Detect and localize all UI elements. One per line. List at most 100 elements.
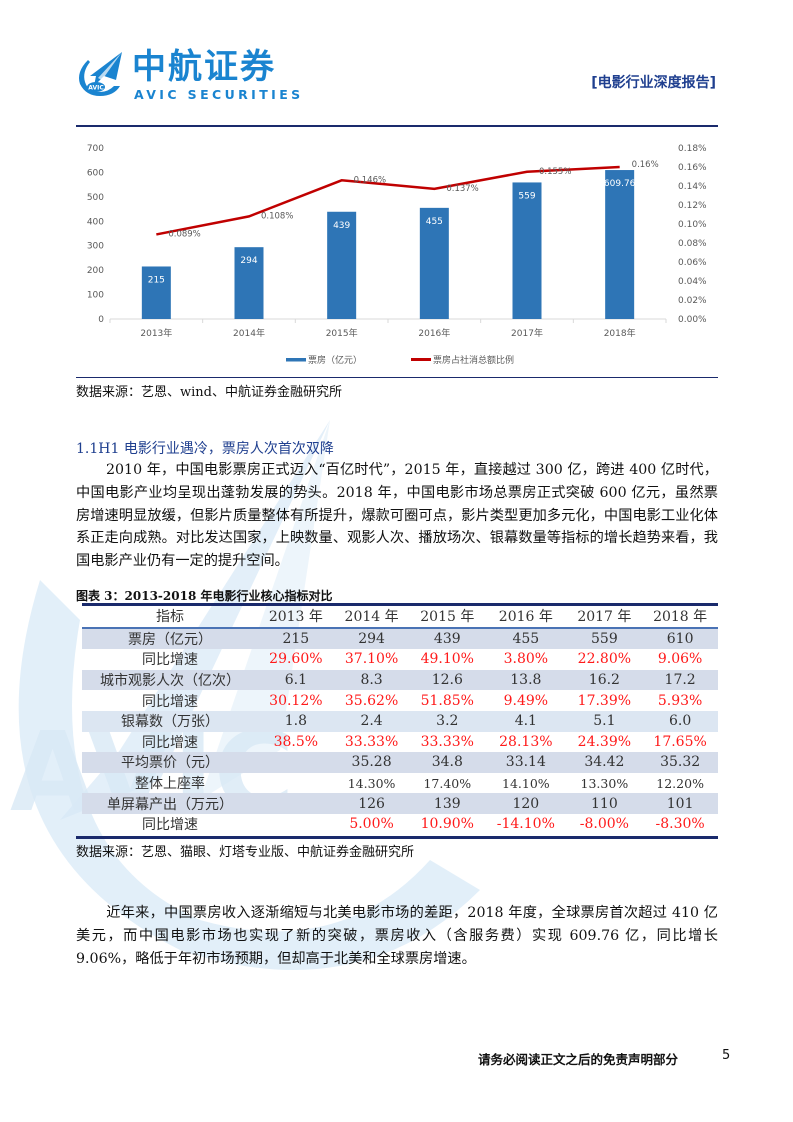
right-axis-tick: 0.18% bbox=[678, 144, 707, 154]
table-header-cell: 2018 年 bbox=[642, 606, 718, 629]
row-label: 单屏幕产出（万元） bbox=[82, 793, 258, 814]
section-paragraph: 2010 年，中国电影票房正式迈入“百亿时代”，2015 年，直接越过 300 … bbox=[76, 462, 718, 570]
table-bottom-divider bbox=[76, 836, 718, 839]
x-axis-tick: 2013年 bbox=[140, 327, 172, 339]
table-caption: 图表 3：2013-2018 年电影行业核心指标对比 bbox=[76, 589, 333, 603]
table-row: 票房（亿元） 215 294 439 455 559 610 bbox=[82, 627, 718, 650]
table-cell: 2.4 bbox=[333, 710, 410, 732]
table-cell: 455 bbox=[485, 627, 567, 650]
table-cell: 110 bbox=[566, 793, 643, 814]
table-header-cell: 2016 年 bbox=[485, 606, 567, 629]
table-cell: 29.60% bbox=[269, 651, 323, 668]
header-divider bbox=[76, 125, 718, 127]
avic-logo-icon: AVIC bbox=[79, 52, 122, 96]
table-cell: 34.8 bbox=[409, 752, 486, 773]
row-label: 银幕数（万张） bbox=[82, 710, 258, 732]
row-label: 同比增速 bbox=[142, 817, 198, 834]
table-cell: 215 bbox=[258, 627, 334, 650]
line-value-label: 0.16% bbox=[632, 160, 659, 170]
table-cell: 12.20% bbox=[656, 775, 704, 791]
table-header-cell: 2014 年 bbox=[333, 606, 410, 629]
left-axis-tick: 600 bbox=[87, 168, 104, 178]
table-header-row: 指标 2013 年 2014 年 2015 年 2016 年 2017 年 20… bbox=[82, 606, 718, 629]
line-value-label: 0.146% bbox=[354, 175, 386, 185]
svg-text:AVIC: AVIC bbox=[88, 85, 104, 92]
page-number: 5 bbox=[722, 1048, 731, 1063]
right-axis-tick: 0.10% bbox=[678, 220, 707, 230]
box-office-chart: 0 100 200 300 400 500 600 700 0.00% 0.02% 0.04% 0.0… bbox=[76, 140, 718, 375]
bar bbox=[512, 182, 542, 319]
right-axis-tick: 0.12% bbox=[678, 201, 707, 211]
bar-value-label: 455 bbox=[426, 217, 443, 227]
bar-value-label: 439 bbox=[333, 221, 350, 231]
table-cell bbox=[258, 793, 334, 814]
bar bbox=[327, 211, 357, 319]
left-axis-tick: 0 bbox=[98, 315, 104, 325]
closing-paragraph: 近年来，中国票房收入逐渐缩短与北美电影市场的差距，2018 年度，全球票房首次超… bbox=[76, 905, 718, 967]
row-label: 票房（亿元） bbox=[82, 627, 258, 650]
table-row: 整体上座率 14.30% 17.40% 14.10% 13.30% 12.20% bbox=[82, 773, 718, 794]
core-indicators-table: 指标 2013 年 2014 年 2015 年 2016 年 2017 年 20… bbox=[82, 606, 718, 835]
row-label: 同比增速 bbox=[142, 693, 198, 710]
table-cell: -14.10% bbox=[496, 816, 555, 833]
table-header-cell: 2015 年 bbox=[409, 606, 486, 629]
line-value-label: 0.137% bbox=[446, 184, 478, 194]
left-axis-tick: 300 bbox=[87, 242, 104, 252]
bar bbox=[234, 247, 264, 319]
left-axis-tick: 400 bbox=[87, 217, 104, 227]
table-row: 银幕数（万张） 1.8 2.4 3.2 4.1 5.1 6.0 bbox=[82, 710, 718, 732]
bar bbox=[419, 207, 449, 319]
table-cell: 9.06% bbox=[657, 651, 703, 668]
legend-bar-label: 票房（亿元） bbox=[308, 354, 362, 366]
table-cell: -8.00% bbox=[579, 816, 629, 833]
section-heading: 1.1H1 电影行业遇冷，票房人次首次双降 bbox=[76, 441, 334, 457]
right-axis-tick: 0.02% bbox=[678, 296, 707, 306]
ratio-line bbox=[156, 165, 620, 236]
table-cell: 139 bbox=[409, 793, 486, 814]
chart-source: 数据来源：艺恩、wind、中航证券金融研究所 bbox=[76, 385, 342, 400]
table-cell: -8.30% bbox=[655, 816, 705, 833]
table-cell: 17.2 bbox=[642, 669, 718, 691]
bar-value-label: 215 bbox=[148, 275, 165, 285]
table-cell: 126 bbox=[333, 793, 410, 814]
disclaimer-note: 请务必阅读正文之后的免责声明部分 bbox=[478, 1052, 679, 1067]
legend-bar-swatch bbox=[286, 358, 306, 362]
table-cell: 13.8 bbox=[485, 669, 567, 691]
table-cell: 1.8 bbox=[258, 710, 334, 732]
table-cell bbox=[258, 752, 334, 773]
table-cell bbox=[258, 814, 334, 835]
table-cell: 33.33% bbox=[344, 733, 399, 750]
table-row: 同比增速 38.5% 33.33% 33.33% 28.13% 24.39% 17.65% bbox=[82, 732, 718, 753]
table-cell: 17.65% bbox=[653, 733, 707, 750]
table-cell: 12.6 bbox=[409, 669, 486, 691]
table-cell: 9.49% bbox=[503, 692, 549, 709]
table-cell bbox=[258, 773, 334, 794]
table-cell: 120 bbox=[485, 793, 567, 814]
table-cell: 14.30% bbox=[347, 775, 396, 791]
table-cell: 5.1 bbox=[566, 710, 643, 732]
table-cell: 610 bbox=[642, 627, 718, 650]
table-cell: 13.30% bbox=[580, 775, 629, 791]
table-cell: 439 bbox=[409, 627, 486, 650]
table-cell: 3.2 bbox=[409, 710, 486, 732]
left-axis-tick: 100 bbox=[87, 291, 104, 301]
table-cell: 51.85% bbox=[420, 692, 474, 709]
x-axis-tick: 2014年 bbox=[233, 327, 265, 339]
table-cell: 38.5% bbox=[273, 733, 319, 750]
right-axis-tick: 0.14% bbox=[678, 182, 707, 192]
table-cell: 24.39% bbox=[577, 733, 632, 750]
table-cell: 34.42 bbox=[566, 752, 643, 773]
table-cell: 35.62% bbox=[344, 692, 399, 709]
right-axis-tick: 0.00% bbox=[678, 315, 707, 325]
left-axis-tick: 200 bbox=[87, 266, 104, 276]
left-axis-tick: 500 bbox=[87, 193, 104, 203]
left-axis-tick: 700 bbox=[87, 144, 104, 154]
table-cell: 35.28 bbox=[333, 752, 410, 773]
table-header-cell: 2017 年 bbox=[566, 606, 643, 629]
bar bbox=[141, 266, 171, 319]
table-cell: 35.32 bbox=[642, 752, 718, 773]
right-axis-tick: 0.08% bbox=[678, 239, 707, 249]
right-axis-tick: 0.06% bbox=[678, 258, 707, 268]
table-row: 平均票价（元） 35.28 34.8 33.14 34.42 35.32 bbox=[82, 752, 718, 773]
table-cell: 22.80% bbox=[577, 651, 632, 668]
